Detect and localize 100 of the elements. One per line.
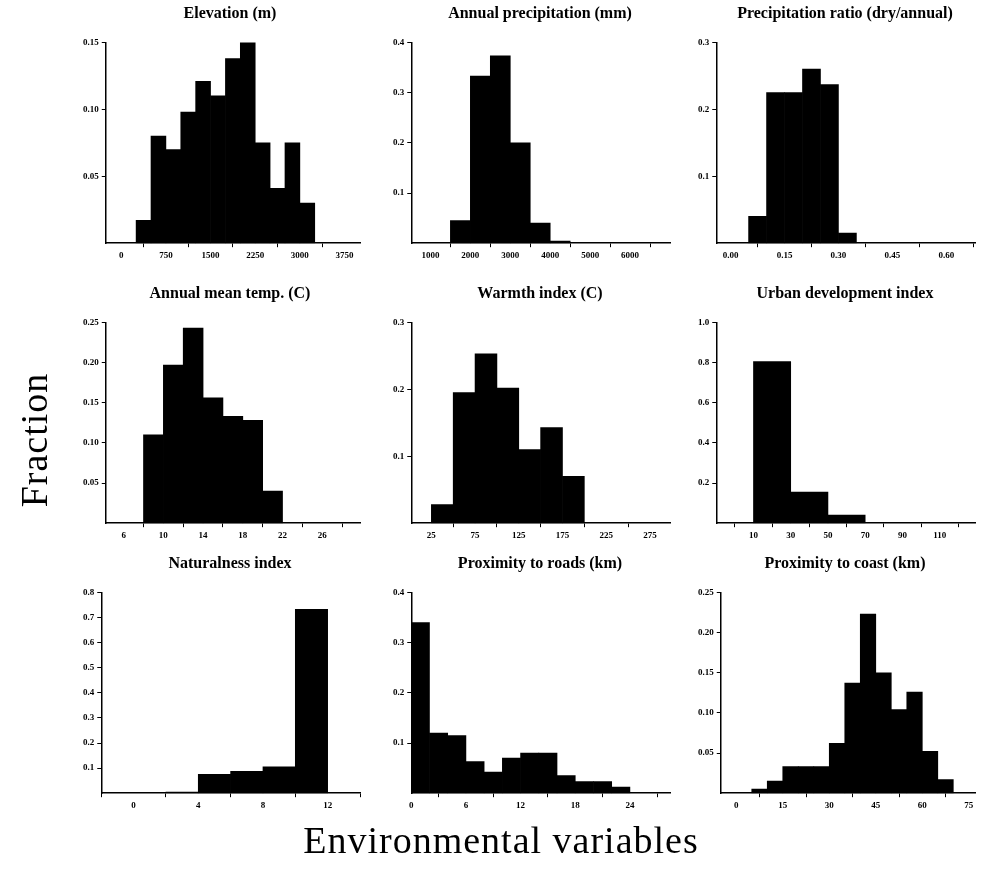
chart-title: Warmth index (C) [476, 284, 604, 302]
y-tick-label: 0.05 [83, 477, 100, 488]
x-tick-label: 30 [824, 800, 835, 811]
y-tick-label: 0.1 [393, 450, 405, 461]
x-tick-label: 4000 [541, 250, 560, 261]
y-tick-label: 0.2 [393, 383, 405, 394]
x-tick-label: 12 [516, 800, 526, 811]
y-tick-label: 0.4 [698, 437, 710, 448]
y-tick-label: 0.1 [393, 737, 405, 748]
x-tick-label: 8 [260, 800, 266, 811]
x-tick-label: 0 [409, 800, 414, 811]
y-tick-label: 0.2 [393, 137, 405, 148]
x-tick-label: 4 [196, 800, 202, 811]
chart-title: Annual precipitation (mm) [447, 4, 633, 22]
x-tick-label: 3000 [290, 250, 310, 261]
x-tick-label: 18 [570, 800, 581, 811]
y-tick-label: 0.15 [83, 397, 100, 408]
x-tick-label: 25 [426, 530, 437, 541]
x-tick-label: 3000 [501, 250, 520, 261]
y-tick-label: 0.4 [393, 36, 405, 47]
y-tick-label: 0.6 [698, 397, 710, 408]
x-tick-label: 0 [118, 250, 124, 261]
y-tick-label: 0.10 [698, 707, 715, 718]
x-tick-label: 175 [555, 530, 570, 541]
x-tick-label: 0.15 [776, 250, 793, 261]
x-tick-label: 50 [823, 530, 833, 541]
x-tick-label: 0.45 [884, 250, 901, 261]
y-tick-label: 0.2 [393, 687, 405, 698]
y-tick-label: 0.3 [393, 86, 405, 97]
chart-title: Urban development index [755, 284, 935, 302]
x-tick-label: 275 [643, 530, 658, 541]
x-tick-label: 26 [317, 530, 328, 541]
x-tick-label: 225 [599, 530, 614, 541]
x-axis-title: Environmental variables [302, 818, 700, 862]
y-tick-label: 0.4 [83, 687, 95, 698]
y-tick-label: 0.05 [83, 170, 100, 181]
y-tick-label: 0.20 [83, 356, 100, 367]
y-tick-label: 0.3 [83, 712, 95, 723]
x-tick-label: 30 [786, 530, 796, 541]
y-tick-label: 0.10 [83, 103, 100, 114]
y-tick-label: 0.05 [698, 747, 715, 758]
x-tick-label: 1500 [201, 250, 221, 261]
x-tick-label: 18 [238, 530, 248, 541]
x-tick-label: 12 [323, 800, 333, 811]
x-tick-label: 0 [131, 800, 137, 811]
x-tick-label: 75 [964, 800, 974, 811]
y-tick-label: 0.1 [83, 762, 95, 773]
y-tick-label: 0.25 [698, 586, 715, 597]
y-tick-label: 0.6 [83, 636, 95, 647]
y-tick-label: 0.3 [393, 636, 405, 647]
chart-title: Elevation (m) [182, 4, 278, 22]
x-tick-label: 0.30 [830, 250, 847, 261]
x-tick-label: 22 [278, 530, 288, 541]
x-tick-label: 6000 [621, 250, 640, 261]
x-tick-label: 10 [748, 530, 759, 541]
y-tick-label: 0.2 [698, 103, 710, 114]
x-tick-label: 90 [897, 530, 908, 541]
x-tick-label: 60 [917, 800, 928, 811]
y-tick-label: 0.15 [83, 36, 100, 47]
x-tick-label: 0.60 [938, 250, 955, 261]
y-axis-title: Fraction [12, 372, 56, 508]
y-tick-label: 0.2 [83, 737, 95, 748]
x-tick-label: 75 [470, 530, 481, 541]
y-tick-label: 0.3 [393, 316, 405, 327]
y-tick-label: 0.20 [698, 626, 715, 637]
x-tick-label: 14 [198, 530, 209, 541]
y-tick-label: 0.5 [83, 662, 95, 673]
x-tick-label: 110 [933, 530, 947, 541]
y-tick-label: 0.2 [698, 477, 710, 488]
y-tick-label: 0.8 [698, 356, 710, 367]
x-tick-label: 24 [625, 800, 635, 811]
x-tick-label: 45 [871, 800, 881, 811]
y-tick-label: 0.25 [83, 316, 100, 327]
y-tick-label: 1.0 [698, 316, 710, 327]
x-tick-label: 70 [860, 530, 871, 541]
x-tick-label: 2250 [246, 250, 265, 261]
chart-title: Naturalness index [167, 554, 293, 572]
x-tick-label: 750 [159, 250, 174, 261]
y-tick-label: 0.1 [698, 170, 710, 181]
x-tick-label: 5000 [581, 250, 600, 261]
y-tick-label: 0.7 [83, 611, 95, 622]
y-tick-label: 0.10 [83, 437, 100, 448]
x-tick-label: 3750 [335, 250, 355, 261]
x-tick-label: 6 [121, 530, 127, 541]
y-tick-label: 0.1 [393, 187, 405, 198]
chart-title: Annual mean temp. (C) [148, 284, 312, 302]
x-tick-label: 2000 [461, 250, 480, 261]
y-tick-label: 0.15 [698, 667, 715, 678]
x-tick-label: 125 [512, 530, 527, 541]
x-tick-label: 0.00 [722, 250, 739, 261]
x-tick-label: 15 [778, 800, 788, 811]
x-tick-label: 10 [158, 530, 169, 541]
y-tick-label: 0.4 [393, 586, 405, 597]
chart-title: Precipitation ratio (dry/annual) [736, 4, 954, 22]
x-tick-label: 0 [734, 800, 739, 811]
y-tick-label: 0.8 [83, 586, 95, 597]
x-tick-label: 6 [463, 800, 469, 811]
chart-title: Proximity to roads (km) [456, 554, 624, 572]
x-tick-label: 1000 [421, 250, 440, 261]
y-tick-label: 0.3 [698, 36, 710, 47]
